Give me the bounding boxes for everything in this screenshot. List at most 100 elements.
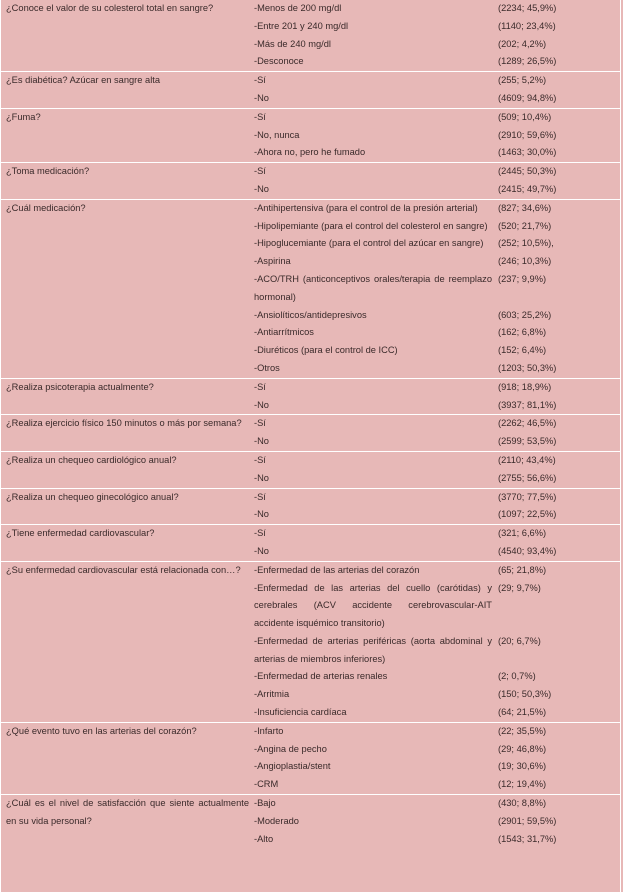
table-row: ¿Cuál medicación? -Antihipertensiva (para… xyxy=(1,198,620,378)
option-label: -Menos de 200 mg/dl xyxy=(254,3,342,13)
option-value: (237; 9,9%) xyxy=(498,273,547,284)
question: ¿Es diabética? Azúcar en sangre alta xyxy=(6,75,161,86)
option-label: -No xyxy=(254,509,269,520)
option-label: -Sí xyxy=(254,454,266,465)
option-label: -Diuréticos (para el control de ICC) xyxy=(254,345,398,356)
table-row: ¿Realiza psicoterapia actualmente? -Sí (91… xyxy=(1,377,620,415)
option-value: (4540; 93,4%) xyxy=(498,545,557,556)
option-label: -No, nunca xyxy=(254,129,300,140)
option-label: -No xyxy=(254,183,269,194)
question: ¿Su enfermedad cardiovascular está relac… xyxy=(6,564,241,575)
option-value: (2; 0,7%) xyxy=(498,671,536,682)
option-value: (2755; 56,6%) xyxy=(498,472,557,483)
option-label: -Infarto xyxy=(254,725,284,736)
option-value: (162; 6,8%) xyxy=(498,327,547,338)
table-row: ¿Realiza un chequeo ginecológico anual? -… xyxy=(1,487,620,525)
question: ¿Tiene enfermedad cardiovascular? xyxy=(6,528,155,539)
table-row: ¿Realiza ejercicio físico 150 minutos o … xyxy=(1,414,620,451)
option-value: (918; 18,9%) xyxy=(498,381,552,392)
option-value: (1140; 23,4%) xyxy=(498,20,556,31)
option-label: -Aspirina xyxy=(254,256,291,267)
option-label: -Ahora no, pero he fumado xyxy=(254,147,366,158)
option-value: (1097; 22,5%) xyxy=(498,509,557,520)
question: ¿Realiza un chequeo cardiológico anual? xyxy=(6,454,177,465)
option-label: -Enfermedad de las arterias del corazón xyxy=(254,564,420,575)
option-label: -Sí xyxy=(254,381,266,392)
option-value: (29; 9,7%) xyxy=(498,582,541,593)
option-value: (2599; 53,5%) xyxy=(498,436,557,447)
option-label: -Alto xyxy=(254,833,274,844)
option-value: (12; 19,4%) xyxy=(498,779,547,790)
option-value: (430; 8,8%) xyxy=(498,798,547,809)
option-label: -Sí xyxy=(254,166,266,177)
option-label: -Bajo xyxy=(254,798,276,809)
option-value: (2262; 46,5%) xyxy=(498,418,557,429)
option-label: -ACO/TRH (anticonceptivos orales/terapia… xyxy=(254,273,492,302)
option-label: -Moderado xyxy=(254,815,299,826)
option-value: (252; 10,5%), xyxy=(498,238,554,249)
option-label: -Enfermedad de arterias periféricas (aor… xyxy=(254,635,492,664)
option-label: -Antiarrítmicos xyxy=(254,327,314,338)
option-label: -Enfermedad de arterias renales xyxy=(254,671,388,682)
option-value: (255; 5,2%) xyxy=(498,75,547,86)
option-label: -Insuficiencia cardíaca xyxy=(254,707,347,718)
question: ¿Realiza ejercicio físico 150 minutos o … xyxy=(6,418,242,429)
table-row: ¿Fuma? -Sí (509; 10,4%) -No, nunca (2910; 59… xyxy=(1,107,620,162)
option-value: (1203; 50,3%) xyxy=(498,362,557,373)
option-value: (3937; 81,1%) xyxy=(498,399,557,410)
option-label: -Angina de pecho xyxy=(254,743,327,754)
option-label: -Sí xyxy=(254,75,266,86)
question: ¿Toma medicación? xyxy=(6,166,90,177)
option-label: -Enfermedad de las arterias del cuello (… xyxy=(254,582,492,629)
option-value: (603; 25,2%) xyxy=(498,309,552,320)
option-label: -Hipoglucemiante (para el control del az… xyxy=(254,238,484,249)
option-value: (1543; 31,7%) xyxy=(498,833,557,844)
option-value: (22; 35,5%) xyxy=(498,725,547,736)
option-label: -Entre 201 y 240 mg/dl xyxy=(254,20,349,31)
option-value: (2415; 49,7%) xyxy=(498,183,557,194)
option-value: (2445; 50,3%) xyxy=(498,166,557,177)
option-value: (2901; 59,5%) xyxy=(498,815,557,826)
option-label: -Angioplastia/stent xyxy=(254,761,331,772)
question: ¿Realiza un chequeo ginecológico anual? xyxy=(6,491,179,502)
option-value: (246; 10,3%) xyxy=(498,256,552,267)
option-value: (3770; 77,5%) xyxy=(498,491,557,502)
question: ¿Conoce el valor de su colesterol total … xyxy=(6,3,214,13)
table-row: ¿Tiene enfermedad cardiovascular? -Sí (321… xyxy=(1,524,620,561)
table-row: ¿Su enfermedad cardiovascular está relac… xyxy=(1,560,620,722)
option-value: (520; 21,7%) xyxy=(498,220,552,231)
option-value: (2110; 43,4%) xyxy=(498,454,556,465)
option-label: -Sí xyxy=(254,418,266,429)
option-value: (64; 21,5%) xyxy=(498,707,547,718)
option-value: (2910; 59,6%) xyxy=(498,129,557,140)
option-label: -No xyxy=(254,472,269,483)
table-row: ¿Realiza un chequeo cardiológico anual? -… xyxy=(1,450,620,488)
table-row: ¿Toma medicación? -Sí (2445; 50,3%) -No (241… xyxy=(1,162,620,199)
option-label: -Sí xyxy=(254,111,266,122)
question: ¿Qué evento tuvo en las arterias del cor… xyxy=(6,725,197,736)
option-label: -Sí xyxy=(254,528,266,539)
question: ¿Fuma? xyxy=(6,111,41,122)
option-value: (827; 34,6%) xyxy=(498,202,552,213)
option-label: -Desconoce xyxy=(254,56,304,67)
option-label: -No xyxy=(254,399,269,410)
table-row: ¿Es diabética? Azúcar en sangre alta -Sí (… xyxy=(1,71,620,108)
option-label: -Otros xyxy=(254,362,280,373)
option-label: -Arritmia xyxy=(254,689,290,700)
question: ¿Cuál medicación? xyxy=(6,202,86,213)
option-value: (2234; 45,9%) xyxy=(498,3,557,13)
option-label: -Antihipertensiva (para el control de la… xyxy=(254,202,478,213)
table-row: ¿Conoce el valor de su colesterol total … xyxy=(1,0,620,71)
option-label: -Hipolipemiante (para el control del col… xyxy=(254,220,488,231)
option-value: (1463; 30,0%) xyxy=(498,147,557,158)
table-row: ¿Qué evento tuvo en las arterias del cor… xyxy=(1,721,620,794)
option-value: (202; 4,2%) xyxy=(498,38,547,49)
option-label: -CRM xyxy=(254,779,279,790)
option-label: -Ansiolíticos/antidepresivos xyxy=(254,309,367,320)
option-value: (19; 30,6%) xyxy=(498,761,547,772)
option-label: -Sí xyxy=(254,491,266,502)
option-value: (20; 6,7%) xyxy=(498,635,541,646)
option-label: -No xyxy=(254,92,269,103)
option-label: -No xyxy=(254,545,269,556)
